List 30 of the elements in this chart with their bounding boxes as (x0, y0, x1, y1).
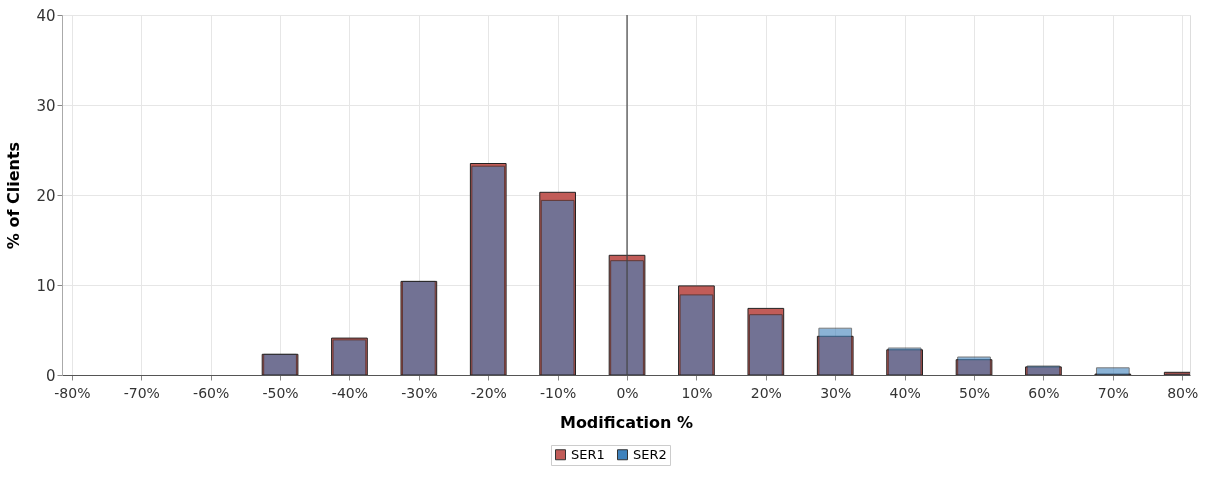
x-tick-label: 70% (1097, 384, 1129, 401)
bar (818, 327, 853, 375)
bar (1095, 367, 1130, 375)
legend-label: SER1 (571, 446, 605, 462)
x-tick-label: 80% (1167, 384, 1199, 401)
x-tick-label: -60% (193, 384, 230, 401)
x-tick-label: -40% (331, 384, 369, 401)
legend-label: SER2 (633, 446, 667, 462)
bar (816, 335, 854, 375)
x-tick-label: -10% (540, 384, 577, 401)
y-tick-label: 10 (36, 276, 56, 295)
y-tick-label: 30 (36, 96, 56, 115)
x-tick-label: 10% (681, 384, 713, 401)
x-tick-label: 60% (1028, 384, 1060, 401)
y-tick-label: 40 (36, 6, 56, 25)
x-tick-label: -20% (470, 384, 507, 401)
x-tick-label: -70% (123, 384, 160, 401)
x-tick-label: 20% (750, 384, 782, 401)
x-tick-label: 40% (889, 384, 921, 401)
bar (747, 307, 785, 375)
x-axis-title: Modification % (559, 412, 694, 432)
x-tick-label: 50% (958, 384, 991, 401)
y-axis-title: % of Clients (4, 141, 24, 250)
x-tick-label: -50% (262, 384, 299, 401)
x-tick-label: 30% (820, 384, 852, 401)
y-tick-label: 0 (45, 366, 56, 385)
x-tick-label: -80% (54, 384, 91, 401)
y-tick-label: 20 (36, 186, 56, 205)
x-tick-label: -30% (401, 384, 438, 401)
x-tick-label: 0% (616, 384, 639, 401)
